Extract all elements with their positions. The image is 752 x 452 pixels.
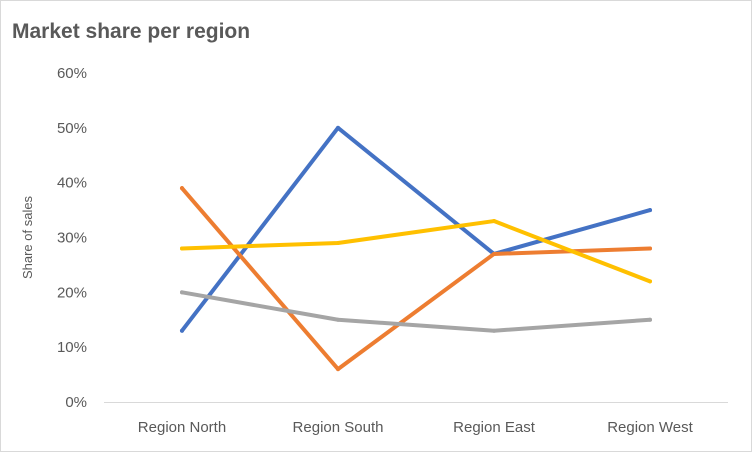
y-tick-label: 40% [57,175,87,192]
data-point [492,328,496,333]
x-axis-ticks: Region North Region South Region East Regio… [138,419,694,436]
data-point [180,186,184,191]
data-point [336,125,340,130]
data-point [336,317,340,322]
y-tick-label: 50% [57,120,87,137]
data-point [492,251,496,256]
chart-title: Market share per region [12,20,251,43]
data-point [648,279,652,284]
data-point [180,290,184,295]
series-lines [180,125,652,372]
series-line-3 [180,290,652,333]
y-tick-label: 60% [57,65,87,82]
y-tick-label: 20% [57,284,87,301]
y-axis-label: Share of sales [20,195,35,279]
data-point [648,246,652,251]
x-tick-label: Region East [453,419,536,436]
x-tick-label: Region North [138,419,226,436]
y-tick-label: 0% [65,394,87,411]
x-tick-label: Region West [607,419,693,436]
data-point [648,208,652,213]
data-point [336,367,340,372]
y-axis-ticks: 0% 10% 20% 30% 40% 50% 60% [57,65,87,411]
y-tick-label: 30% [57,230,87,247]
series-line-1 [180,125,652,333]
y-tick-label: 10% [57,339,87,356]
series-line-4 [180,219,652,284]
series-line-2 [180,186,652,372]
data-point [180,246,184,251]
data-point [492,219,496,224]
data-point [180,328,184,333]
x-tick-label: Region South [293,419,384,436]
data-point [336,240,340,245]
data-point [648,317,652,322]
